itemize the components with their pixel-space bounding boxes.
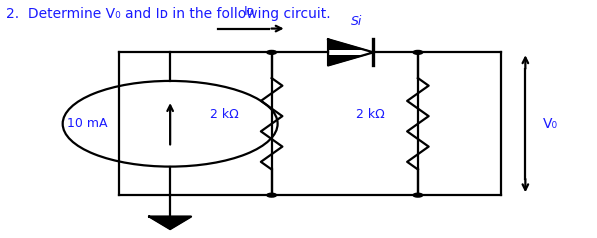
Text: Si: Si	[351, 15, 362, 28]
Circle shape	[267, 50, 276, 54]
Polygon shape	[149, 217, 191, 229]
Text: Iᴅ: Iᴅ	[244, 5, 255, 18]
Polygon shape	[328, 39, 374, 65]
Circle shape	[413, 50, 423, 54]
Text: 10 mA: 10 mA	[67, 117, 107, 130]
Text: 2 kΩ: 2 kΩ	[356, 108, 385, 121]
Circle shape	[413, 193, 423, 197]
Text: 2 kΩ: 2 kΩ	[210, 108, 239, 121]
Text: V₀: V₀	[543, 117, 558, 131]
Text: 2.  Determine V₀ and Iᴅ in the following circuit.: 2. Determine V₀ and Iᴅ in the following …	[6, 7, 331, 21]
Circle shape	[267, 193, 276, 197]
